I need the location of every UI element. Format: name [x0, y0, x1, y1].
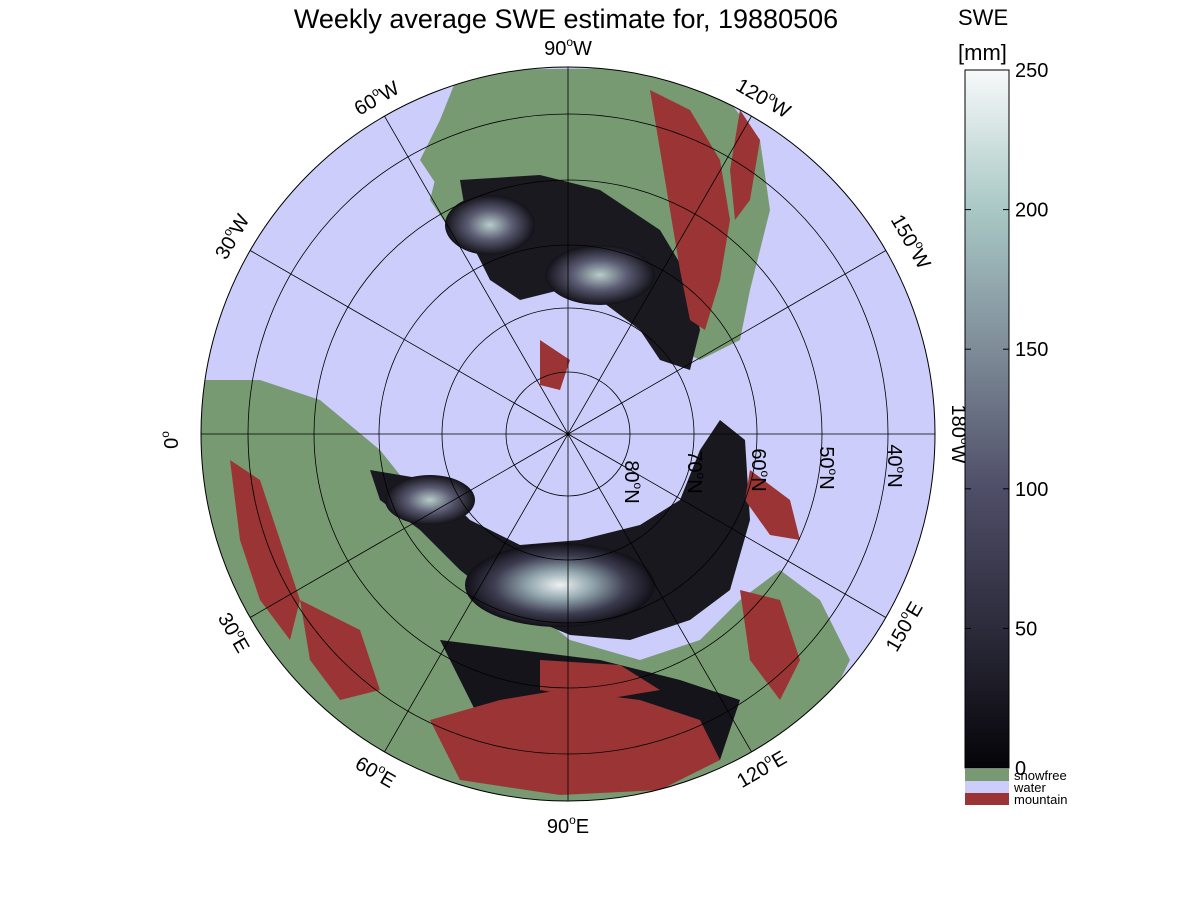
colorbar-title-line1: SWE [958, 5, 1008, 30]
map-border [200, 66, 936, 802]
lon-label-90w: 90oW [544, 35, 592, 60]
category-label-mountain: mountain [1014, 792, 1067, 807]
colorbar-tick-label: 0 [1015, 758, 1026, 780]
category-label-water: water [1013, 780, 1046, 795]
map-title: Weekly average SWE estimate for, 1988050… [294, 4, 838, 34]
category-swatch-water [965, 781, 1009, 793]
lon-label-90e: 90oE [547, 813, 589, 838]
colorbar-tick-label: 200 [1015, 200, 1048, 222]
colorbar-tick-label: 100 [1015, 479, 1048, 501]
graticule [201, 67, 935, 801]
colorbar-ticks: 0 50 100 150 200 250 [965, 60, 1048, 780]
lon-label-150w: 150oW [886, 209, 937, 273]
lat-label-80n: 80oN [620, 460, 645, 503]
colorbar-gradient [964, 69, 1010, 769]
latitude-labels: 80oN 70oN 60oN 50oN 40oN [620, 444, 908, 503]
mountain-areas [230, 90, 800, 795]
lat-label-70n: 70oN [683, 450, 708, 493]
category-swatch-snowfree [965, 769, 1009, 781]
category-label-snowfree: snowfree [1014, 768, 1067, 783]
lon-label-0: 0o [158, 431, 183, 449]
colorbar-tick-label: 150 [1015, 339, 1048, 361]
category-swatch-mountain [965, 793, 1009, 805]
colorbar: SWE [mm] 0 50 100 150 200 250 snowfreewatermo… [958, 5, 1067, 807]
lat-label-50n: 50oN [815, 446, 840, 489]
lat-label-40n: 40oN [883, 444, 908, 487]
colorbar-tick-label: 250 [1015, 60, 1048, 82]
colorbar-title-line2: [mm] [958, 40, 1007, 65]
polar-map [201, 67, 935, 801]
lat-label-60n: 60oN [747, 448, 772, 491]
colorbar-tick-label: 50 [1015, 618, 1037, 640]
